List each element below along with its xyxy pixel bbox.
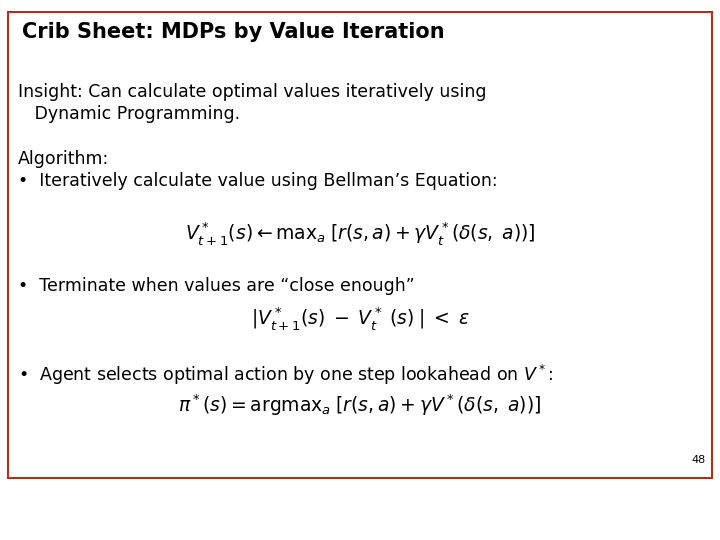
Text: $\pi^*(s) = \mathrm{argmax}_a\;[r(s,a) + \gamma V^*(\delta(s,\; a))]$: $\pi^*(s) = \mathrm{argmax}_a\;[r(s,a) +… [179, 393, 541, 418]
Text: Crib Sheet: MDPs by Value Iteration: Crib Sheet: MDPs by Value Iteration [22, 22, 445, 42]
Text: Algorithm:: Algorithm: [18, 150, 109, 168]
Bar [8, 12, 712, 478]
Text: Insight: Can calculate optimal values iteratively using: Insight: Can calculate optimal values it… [18, 83, 487, 101]
Text: Dynamic Programming.: Dynamic Programming. [18, 105, 240, 123]
Text: •  Agent selects optimal action by one step lookahead on $V^*$:: • Agent selects optimal action by one st… [18, 363, 554, 387]
Text: •  Terminate when values are “close enough”: • Terminate when values are “close enoug… [18, 277, 415, 295]
Text: 48: 48 [692, 455, 706, 465]
Text: $V^*_{t+1}(s) \leftarrow \mathrm{max}_a\;[r(s,a) + \gamma V^*_t(\delta(s,\; a))]: $V^*_{t+1}(s) \leftarrow \mathrm{max}_a\… [185, 220, 535, 247]
Text: •  Iteratively calculate value using Bellman’s Equation:: • Iteratively calculate value using Bell… [18, 172, 498, 190]
Text: $|V^*_{t+1}(s)\; -\; V^*_t\;(s)\;|\;<\;\varepsilon$: $|V^*_{t+1}(s)\; -\; V^*_t\;(s)\;|\;<\;\… [251, 305, 469, 332]
